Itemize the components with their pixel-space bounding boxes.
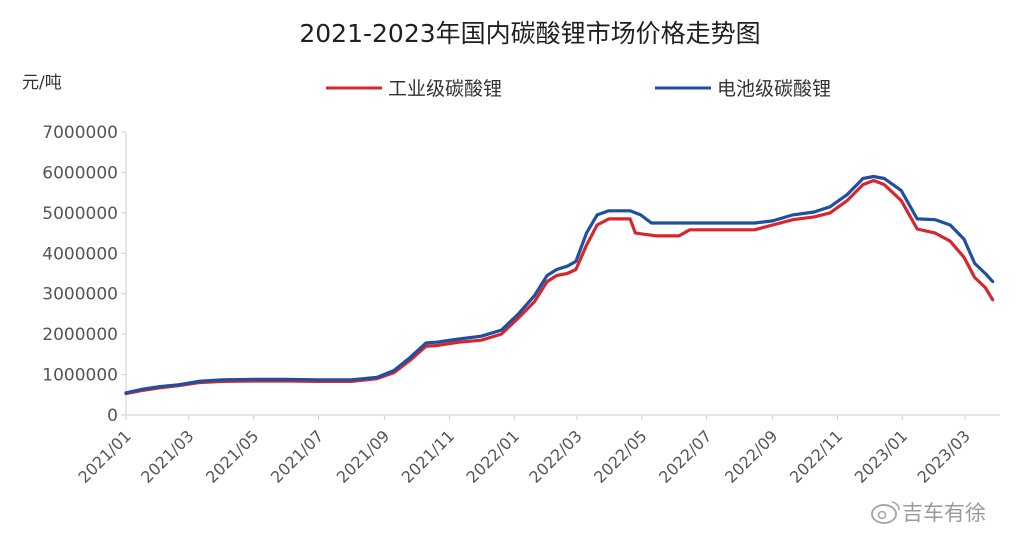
y-tick-label: 6000000: [42, 163, 118, 183]
y-tick-label: 3000000: [42, 285, 118, 305]
x-tick-label: 2022/03: [525, 426, 585, 486]
legend-label-industrial: 工业级碳酸锂: [388, 78, 502, 100]
watermark-text: 吉车有徐: [902, 501, 986, 525]
y-tick-label: 1000000: [42, 366, 118, 386]
x-tick-label: 2021/07: [267, 426, 327, 486]
series-lines: [124, 174, 995, 396]
x-tick-label: 2021/11: [398, 426, 458, 486]
x-tick-label: 2022/05: [590, 426, 650, 486]
x-tick-label: 2022/09: [721, 426, 781, 486]
y-tick-labels: 0 1000000 2000000 3000000 4000000 5000000 6000…: [42, 123, 126, 426]
x-tick-label: 2022/07: [655, 426, 715, 486]
y-tick-label: 4000000: [42, 244, 118, 264]
y-tick-label: 2000000: [42, 325, 118, 345]
legend: 工业级碳酸锂 电池级碳酸锂: [326, 78, 831, 100]
x-tick-label: 2023/01: [851, 426, 911, 486]
x-tick-label: 2022/11: [786, 426, 846, 486]
chart-title: 2021-2023年国内碳酸锂市场价格走势图: [299, 19, 760, 48]
x-tick-label: 2021/05: [202, 426, 262, 486]
y-axis-unit: 元/吨: [22, 73, 62, 93]
series-line-battery: [124, 174, 995, 395]
x-tick-label: 2021/01: [74, 426, 134, 486]
x-tick-label: 2021/09: [333, 426, 393, 486]
y-tick-label: 7000000: [42, 123, 118, 143]
x-tick-label: 2022/01: [463, 426, 523, 486]
y-tick-label: 0: [107, 406, 118, 426]
legend-label-battery: 电池级碳酸锂: [717, 78, 831, 100]
y-tick-label: 5000000: [42, 204, 118, 224]
x-tick-label: 2021/03: [137, 426, 197, 486]
weibo-icon: [871, 501, 900, 524]
watermark: 吉车有徐: [871, 501, 986, 525]
x-tick-labels: 2021/01 2021/03 2021/05 2021/07 2021/09 2021/…: [74, 415, 974, 487]
series-line-industrial: [124, 178, 995, 396]
x-tick-label: 2023/03: [913, 426, 973, 486]
